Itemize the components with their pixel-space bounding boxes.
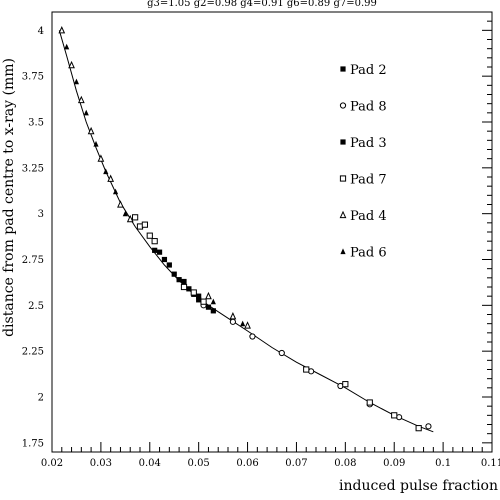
data-point xyxy=(425,423,432,430)
x-tick-label: 0.1 xyxy=(435,458,451,469)
data-point xyxy=(93,140,99,147)
data-point xyxy=(180,283,188,291)
data-point xyxy=(171,271,177,277)
x-tick-label: 0.03 xyxy=(90,458,112,469)
x-tick-label: 0.09 xyxy=(383,458,405,469)
legend-marker xyxy=(339,175,347,182)
plot-frame xyxy=(51,11,493,453)
data-point xyxy=(229,318,236,325)
legend-label: Pad 7 xyxy=(350,173,387,188)
data-point xyxy=(200,298,207,305)
x-tick-label: 0.04 xyxy=(139,458,161,469)
legend-marker xyxy=(340,139,346,145)
y-tick-label: 2.75 xyxy=(22,255,44,266)
y-tick-label: 1.75 xyxy=(22,438,44,449)
data-points xyxy=(58,26,432,432)
x-tick-label: 0.07 xyxy=(285,458,307,469)
y-tick-label: 4 xyxy=(38,26,44,37)
legend-label: Pad 8 xyxy=(350,100,387,115)
data-point xyxy=(249,333,256,340)
series-pad-7 xyxy=(132,214,422,432)
legend-marker xyxy=(340,248,346,255)
data-point xyxy=(146,232,153,239)
y-tick-label: 2 xyxy=(38,393,44,404)
y-tick-label: 3 xyxy=(38,209,44,220)
data-point xyxy=(229,312,237,320)
data-point xyxy=(166,262,172,268)
data-point xyxy=(73,78,80,85)
data-point xyxy=(391,412,398,419)
data-point xyxy=(186,286,192,292)
data-point xyxy=(151,238,158,245)
legend-marker xyxy=(339,210,347,219)
data-point xyxy=(196,293,202,299)
data-point xyxy=(278,349,285,357)
data-point xyxy=(103,168,109,175)
series-pad-8 xyxy=(200,302,432,430)
chart-title: g3=1.05 g2=0.98 g4=0.91 g6=0.89 g7=0.99 xyxy=(147,0,377,9)
data-point xyxy=(132,214,139,221)
data-point xyxy=(190,289,197,296)
x-axis: 0.02 0.03 0.04 0.05 0.06 0.07 0.08 0.09 0.1 0.11 xyxy=(41,442,500,469)
data-point xyxy=(58,26,66,34)
data-point xyxy=(161,256,168,263)
legend-label: Pad 2 xyxy=(350,63,387,78)
data-point xyxy=(240,320,246,327)
y-tick-label: 2.25 xyxy=(22,347,44,358)
x-tick-label: 0.05 xyxy=(188,458,210,469)
data-point xyxy=(107,174,115,182)
data-point xyxy=(141,221,148,228)
data-point xyxy=(205,291,212,300)
data-point xyxy=(303,366,310,373)
data-point xyxy=(122,210,128,217)
legend-marker xyxy=(339,102,347,109)
data-point xyxy=(366,399,373,406)
fit-curve xyxy=(58,30,434,433)
data-point xyxy=(64,43,70,50)
data-point xyxy=(112,188,119,195)
y-axis-label: distance from pad centre to x-ray (mm) xyxy=(1,58,17,337)
x-tick-label: 0.11 xyxy=(481,458,500,469)
data-point xyxy=(87,126,95,135)
legend-label: Pad 4 xyxy=(350,209,387,224)
legend-label: Pad 6 xyxy=(350,246,387,261)
series-pad-3 xyxy=(152,247,212,310)
x-axis-label: induced pulse fraction xyxy=(339,478,498,494)
series-pad-6 xyxy=(64,43,246,327)
legend-label: Pad 3 xyxy=(350,136,387,151)
data-point xyxy=(210,298,216,305)
data-point xyxy=(244,321,251,329)
data-point xyxy=(210,308,216,314)
data-point xyxy=(152,247,158,253)
legend: Pad 2 Pad 8 Pad 3 Pad 7 Pad 4 Pad 6 xyxy=(339,63,387,261)
data-point xyxy=(126,214,134,223)
x-tick-label: 0.08 xyxy=(334,458,356,469)
data-point xyxy=(83,109,89,116)
data-point xyxy=(77,95,85,104)
x-tick-label: 0.02 xyxy=(41,458,63,469)
y-tick-label: 3.75 xyxy=(22,72,44,83)
data-point xyxy=(415,425,422,432)
x-tick-label: 0.06 xyxy=(236,458,258,469)
data-point xyxy=(205,304,212,310)
y-tick-label: 3.25 xyxy=(22,163,44,174)
data-point xyxy=(196,297,202,303)
data-point xyxy=(156,249,163,255)
y-tick-label: 2.5 xyxy=(28,301,44,312)
data-point xyxy=(68,60,75,69)
data-point xyxy=(97,154,105,162)
legend-marker xyxy=(340,66,346,72)
y-tick-label: 3.5 xyxy=(28,118,44,129)
data-point xyxy=(117,200,124,208)
y-axis: 1.75 2 2.25 2.5 2.75 3 3.25 3.5 3.75 4 xyxy=(22,20,492,449)
series-pad-4 xyxy=(58,26,251,329)
data-point xyxy=(181,278,187,285)
data-point xyxy=(176,277,182,283)
data-point xyxy=(342,381,349,388)
